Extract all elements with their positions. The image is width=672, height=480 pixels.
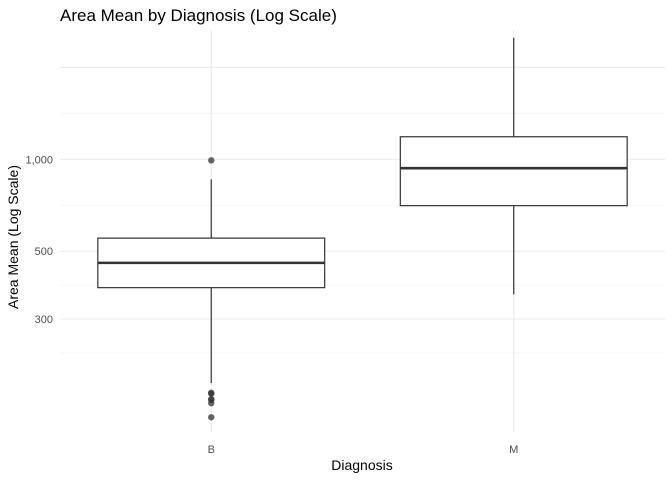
gridlines: [60, 30, 665, 432]
y-tick-label: 500: [35, 246, 53, 258]
box-series: [97, 37, 628, 421]
x-axis-title: Diagnosis: [331, 457, 392, 473]
y-tick-label: 1,000: [25, 154, 53, 166]
y-axis-title: Area Mean (Log Scale): [5, 165, 21, 309]
chart-title: Area Mean by Diagnosis (Log Scale): [60, 6, 337, 25]
iqr-box: [399, 136, 628, 207]
x-tick-label: B: [208, 444, 215, 456]
outlier-point: [208, 390, 215, 397]
y-axis-ticks: 300 500 1,000: [25, 154, 53, 326]
box-B: [97, 157, 326, 421]
box-M: [399, 37, 628, 295]
y-tick-label: 300: [35, 314, 53, 326]
outlier-point: [208, 400, 215, 407]
outlier-point: [208, 414, 215, 421]
outlier-point: [208, 157, 215, 164]
x-tick-label: M: [509, 444, 518, 456]
